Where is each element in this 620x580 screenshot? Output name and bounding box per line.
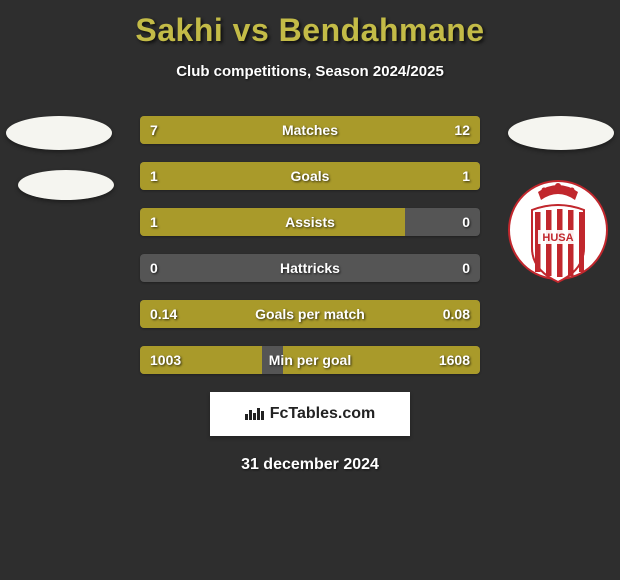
page-title: Sakhi vs Bendahmane bbox=[0, 0, 620, 49]
stat-row-hattricks: 0 Hattricks 0 bbox=[140, 254, 480, 282]
stat-bar-left bbox=[140, 116, 266, 144]
player1-name: Sakhi bbox=[135, 12, 223, 48]
stat-value-right: 12 bbox=[454, 116, 470, 144]
date-text: 31 december 2024 bbox=[0, 456, 620, 474]
stat-row-matches: 7 Matches 12 bbox=[140, 116, 480, 144]
husa-club-badge: HUSA bbox=[508, 170, 608, 290]
stat-bar-left bbox=[140, 162, 310, 190]
team1-badge-placeholder-2 bbox=[18, 170, 114, 200]
vs-text: vs bbox=[223, 12, 278, 48]
stat-value-left: 1003 bbox=[150, 346, 181, 374]
stat-value-right: 1 bbox=[462, 162, 470, 190]
svg-text:HUSA: HUSA bbox=[542, 232, 573, 244]
stat-value-left: 0.14 bbox=[150, 300, 177, 328]
stat-value-right: 0 bbox=[462, 208, 470, 236]
stat-value-right: 0 bbox=[462, 254, 470, 282]
stat-row-goals: 1 Goals 1 bbox=[140, 162, 480, 190]
stat-row-goals-per-match: 0.14 Goals per match 0.08 bbox=[140, 300, 480, 328]
stat-label: Hattricks bbox=[140, 254, 480, 282]
subtitle: Club competitions, Season 2024/2025 bbox=[0, 63, 620, 80]
stat-value-right: 0.08 bbox=[443, 300, 470, 328]
team2-badge-placeholder bbox=[508, 116, 614, 150]
watermark-badge: FcTables.com bbox=[210, 392, 410, 436]
stat-value-left: 0 bbox=[150, 254, 158, 282]
stat-row-assists: 1 Assists 0 bbox=[140, 208, 480, 236]
stat-bar-right bbox=[266, 116, 480, 144]
stat-value-left: 7 bbox=[150, 116, 158, 144]
spark-icon bbox=[245, 408, 264, 420]
team1-badge-placeholder bbox=[6, 116, 112, 150]
stat-row-min-per-goal: 1003 Min per goal 1608 bbox=[140, 346, 480, 374]
stat-value-right: 1608 bbox=[439, 346, 470, 374]
stat-bars: 7 Matches 12 1 Goals 1 1 Assists 0 0 Hat… bbox=[140, 116, 480, 374]
player2-name: Bendahmane bbox=[279, 12, 485, 48]
stat-value-left: 1 bbox=[150, 208, 158, 236]
stat-value-left: 1 bbox=[150, 162, 158, 190]
watermark-text: FcTables.com bbox=[270, 405, 376, 423]
comparison-chart: HUSA 7 Matches 12 1 Goals 1 1 Assists 0 bbox=[0, 116, 620, 474]
stat-bar-left bbox=[140, 208, 405, 236]
stat-bar-right bbox=[310, 162, 480, 190]
